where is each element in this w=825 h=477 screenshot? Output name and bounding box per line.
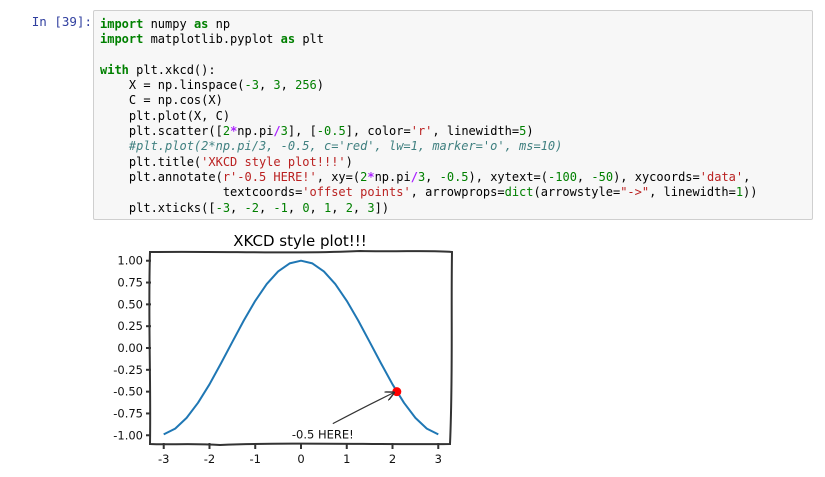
x-tick-label: -1	[250, 452, 261, 466]
code-line-9: #plt.plot(2*np.pi/3, -0.5, c='red', lw=1…	[100, 139, 563, 154]
series-layer	[163, 259, 439, 436]
annotation-arrow	[332, 393, 394, 425]
y-tick-label: -0.75	[113, 406, 143, 420]
code-editor[interactable]: import numpy as np import matplotlib.pyp…	[100, 17, 758, 216]
y-axis-ticks: 1.00 0.75 0.50 0.25 0.00 -0.25 -0.50 -0.75 -1.00	[113, 254, 151, 442]
code-line-2: import matplotlib.pyplot as plt	[100, 32, 324, 47]
y-tick-label: 0.00	[117, 341, 143, 355]
x-tick-label: 3	[435, 452, 442, 466]
plot-frame	[148, 249, 454, 447]
code-line-13: plt.xticks([-3, -2, -1, 0, 1, 2, 3])	[100, 200, 390, 215]
y-tick-label: 1.00	[117, 254, 143, 268]
y-tick-label: -1.00	[113, 428, 143, 442]
code-line-4: with plt.xkcd():	[100, 62, 216, 77]
scatter-point	[392, 387, 402, 397]
chart-title: XKCD style plot!!!	[233, 232, 367, 250]
cell-prompt: In [39]:	[31, 14, 92, 29]
y-tick-label: -0.25	[113, 363, 143, 377]
code-line-1: import numpy as np	[100, 17, 231, 31]
code-line-5: X = np.linspace(-3, 3, 256)	[100, 78, 325, 93]
code-line-7: plt.plot(X, C)	[100, 108, 231, 123]
code-cell[interactable]: import numpy as np import matplotlib.pyp…	[93, 10, 813, 220]
annotation-layer: -0.5 HERE!	[292, 393, 394, 442]
code-line-10: plt.title('XKCD style plot!!!')	[100, 154, 353, 169]
code-line-6: C = np.cos(X)	[100, 93, 223, 108]
xkcd-chart: XKCD style plot!!! 1.00 0.75 0.50 0.25 0.00 -…	[113, 232, 454, 466]
x-tick-label: -2	[204, 452, 215, 466]
series-line	[163, 259, 439, 436]
y-tick-label: 0.50	[117, 297, 143, 311]
code-line-8: plt.scatter([2*np.pi/3], [-0.5], color='…	[100, 124, 534, 139]
x-tick-label: 0	[297, 452, 304, 466]
x-tick-label: 2	[389, 452, 396, 466]
y-tick-label: 0.25	[117, 319, 143, 333]
code-line-12: textcoords='offset points', arrowprops=d…	[100, 185, 758, 200]
annotation-text: -0.5 HERE!	[292, 428, 354, 442]
x-tick-label: -3	[158, 452, 169, 466]
output-plot: XKCD style plot!!! 1.00 0.75 0.50 0.25 0.00 -…	[100, 226, 460, 472]
x-axis-ticks: -3 -2 -1 0 1 2 3	[158, 443, 442, 466]
code-line-11: plt.annotate(r'-0.5 HERE!', xy=(2*np.pi/…	[100, 169, 751, 184]
y-tick-label: 0.75	[117, 276, 143, 290]
y-tick-label: -0.50	[113, 385, 143, 399]
x-tick-label: 1	[343, 452, 350, 466]
